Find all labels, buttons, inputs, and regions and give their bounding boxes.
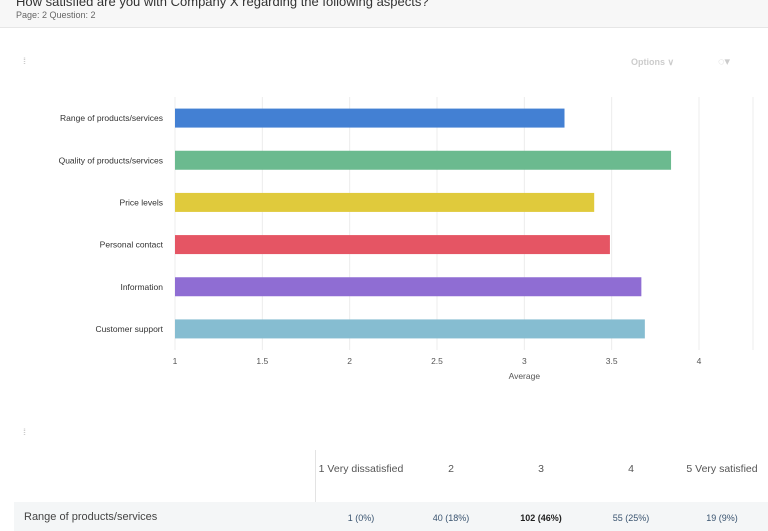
x-tick-label: 3 [522,356,527,366]
category-label: Information [120,282,163,292]
column-header: 2 [448,463,454,475]
column-header: 5 Very satisfied [686,463,758,475]
divider [315,450,316,531]
bar [175,277,642,297]
bar [175,150,672,170]
bar [175,108,565,128]
question-subtitle: Page: 2 Question: 2 [16,10,96,20]
column-header: 3 [538,463,544,475]
x-tick-label: 4 [697,356,702,366]
table-cell: 19 (9%) [706,513,738,523]
options-button[interactable]: Options ∨ [631,57,675,67]
bar [175,192,595,212]
bar [175,319,645,339]
table-row: Range of products/services 1 (0%) 40 (18… [14,502,768,531]
bar [175,235,610,255]
x-tick-label: 2.5 [431,356,443,366]
category-label: Range of products/services [60,113,163,123]
table-cell: 40 (18%) [432,513,470,523]
column-header: 1 Very dissatisfied [318,463,404,475]
x-tick-label: 3.5 [606,356,618,366]
table-cell: 1 (0%) [347,513,375,523]
x-axis-label: Average [509,371,541,381]
x-tick-label: 1 [173,356,178,366]
table-cell: 55 (25%) [612,513,650,523]
category-label: Quality of products/services [59,155,163,165]
category-label: Personal contact [100,240,164,250]
row-label: Range of products/services [24,511,158,523]
x-tick-label: 1.5 [256,356,268,366]
question-title: How satisfied are you with Company X reg… [16,0,429,9]
bar-chart: 1 1.5 2 2.5 3 3.5 4 Average Range of products/se… [59,97,754,381]
table-cell: 102 (46%) [520,513,562,523]
x-tick-label: 2 [347,356,352,366]
category-label: Price levels [120,197,163,207]
question-header: How satisfied are you with Company X reg… [0,0,768,28]
palette-icon[interactable]: ◌▾ [718,56,731,68]
drag-handle-icon[interactable]: ⁞⁞ [23,427,26,437]
column-header: 4 [628,463,634,475]
category-label: Customer support [95,324,163,334]
